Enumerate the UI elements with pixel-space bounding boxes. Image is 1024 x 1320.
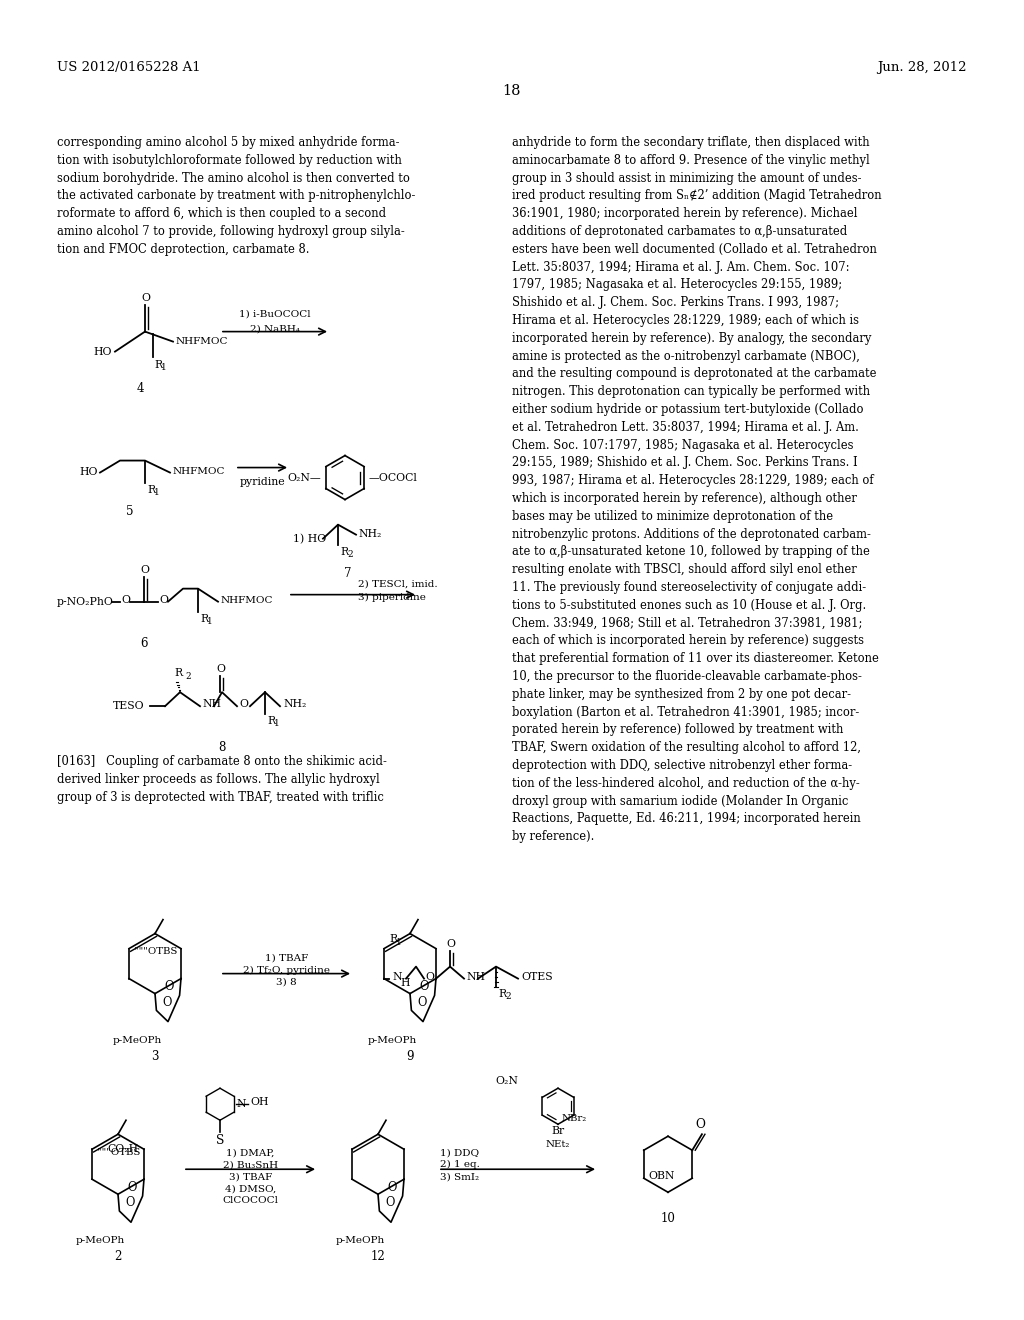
- Text: O: O: [446, 939, 456, 949]
- Text: N: N: [236, 1100, 246, 1109]
- Text: R: R: [200, 614, 208, 623]
- Text: O: O: [387, 1181, 396, 1195]
- Text: O: O: [127, 1181, 136, 1195]
- Text: corresponding amino alcohol 5 by mixed anhydride forma-
tion with isobutylchloro: corresponding amino alcohol 5 by mixed a…: [57, 136, 416, 256]
- Text: """OTBS: """OTBS: [97, 1147, 140, 1156]
- Text: OTES: OTES: [521, 972, 553, 982]
- Text: R: R: [389, 933, 397, 944]
- Text: —OCOCl: —OCOCl: [369, 473, 418, 483]
- Text: Jun. 28, 2012: Jun. 28, 2012: [878, 61, 967, 74]
- Text: 1) HO: 1) HO: [293, 533, 327, 544]
- Text: 2: 2: [115, 1250, 122, 1263]
- Text: O: O: [121, 594, 130, 605]
- Text: 1) i-BuOCOCl: 1) i-BuOCOCl: [240, 310, 311, 318]
- Text: 6: 6: [140, 636, 147, 649]
- Text: 3) piperidine: 3) piperidine: [358, 593, 426, 602]
- Text: 12: 12: [371, 1250, 385, 1263]
- Text: R: R: [147, 484, 155, 495]
- Text: 8: 8: [218, 742, 225, 754]
- Text: O: O: [418, 995, 427, 1008]
- Text: 4: 4: [136, 381, 143, 395]
- Text: O: O: [163, 995, 172, 1008]
- Text: 1) TBAF: 1) TBAF: [265, 953, 308, 962]
- Text: N: N: [392, 972, 401, 982]
- Text: O: O: [159, 594, 168, 605]
- Text: NH: NH: [466, 972, 485, 982]
- Text: HO: HO: [93, 347, 112, 356]
- Text: 7: 7: [344, 566, 352, 579]
- Text: p-MeOPh: p-MeOPh: [76, 1237, 125, 1245]
- Text: anhydride to form the secondary triflate, then displaced with
aminocarbamate 8 t: anhydride to form the secondary triflate…: [512, 136, 882, 843]
- Text: 3: 3: [152, 1049, 159, 1063]
- Text: H: H: [400, 978, 410, 987]
- Text: R: R: [340, 546, 348, 557]
- Text: CO₂H: CO₂H: [108, 1144, 139, 1154]
- Text: NHFMOC: NHFMOC: [176, 337, 228, 346]
- Text: R: R: [154, 359, 162, 370]
- Text: 18: 18: [503, 84, 521, 99]
- Text: 1: 1: [161, 363, 167, 372]
- Text: US 2012/0165228 A1: US 2012/0165228 A1: [57, 61, 201, 74]
- Text: NH₂: NH₂: [358, 528, 381, 539]
- Text: O₂N: O₂N: [496, 1076, 518, 1086]
- Text: 1: 1: [396, 937, 401, 946]
- Text: 1: 1: [154, 487, 160, 496]
- Text: NEt₂: NEt₂: [546, 1140, 570, 1150]
- Text: O: O: [385, 1196, 395, 1209]
- Text: p-MeOPh: p-MeOPh: [336, 1237, 385, 1245]
- Text: O: O: [239, 700, 248, 709]
- Text: NHFMOC: NHFMOC: [173, 467, 225, 477]
- Text: R: R: [267, 717, 275, 726]
- Text: TESO: TESO: [113, 701, 144, 711]
- Text: 2) 1 eq.: 2) 1 eq.: [440, 1160, 480, 1170]
- Text: """OTBS: """OTBS: [134, 948, 177, 956]
- Text: 2: 2: [347, 549, 352, 558]
- Text: O: O: [140, 565, 150, 574]
- Text: 3) SmI₂: 3) SmI₂: [440, 1172, 479, 1181]
- Text: 9: 9: [407, 1049, 414, 1063]
- Text: O: O: [164, 981, 174, 994]
- Text: O: O: [695, 1118, 705, 1131]
- Text: p-MeOPh: p-MeOPh: [113, 1036, 162, 1044]
- Text: NHFMOC: NHFMOC: [221, 597, 273, 605]
- Text: 2) Bu₃SnH: 2) Bu₃SnH: [223, 1160, 279, 1170]
- Text: [0163]   Coupling of carbamate 8 onto the shikimic acid-
derived linker proceeds: [0163] Coupling of carbamate 8 onto the …: [57, 755, 387, 804]
- Text: 3) TBAF: 3) TBAF: [229, 1172, 272, 1181]
- Text: NH₂: NH₂: [283, 700, 306, 709]
- Text: p-MeOPh: p-MeOPh: [368, 1036, 417, 1044]
- Text: 1) DMAP,: 1) DMAP,: [226, 1148, 274, 1158]
- Text: OH: OH: [250, 1097, 268, 1107]
- Text: 2) NaBH₄: 2) NaBH₄: [250, 325, 300, 334]
- Text: 1: 1: [207, 616, 213, 626]
- Text: ClCOCOCl: ClCOCOCl: [222, 1196, 279, 1205]
- Text: O: O: [216, 664, 225, 675]
- Text: OBN: OBN: [649, 1171, 675, 1181]
- Text: Br: Br: [552, 1126, 564, 1137]
- Text: NBr₂: NBr₂: [562, 1114, 587, 1123]
- Text: R: R: [498, 989, 506, 999]
- Text: 2) TESCl, imid.: 2) TESCl, imid.: [358, 579, 437, 589]
- Text: 2) Tf₂O, pyridine: 2) Tf₂O, pyridine: [243, 965, 330, 974]
- Text: O₂N—: O₂N—: [288, 473, 321, 483]
- Text: 10: 10: [660, 1212, 676, 1225]
- Text: 3) 8: 3) 8: [276, 978, 297, 986]
- Text: 4) DMSO,: 4) DMSO,: [225, 1184, 276, 1193]
- Text: 1: 1: [274, 719, 280, 729]
- Text: pyridine: pyridine: [240, 477, 286, 487]
- Text: NH: NH: [202, 700, 221, 709]
- Text: 1) DDQ: 1) DDQ: [440, 1148, 479, 1158]
- Text: 2: 2: [185, 672, 190, 681]
- Text: HO: HO: [80, 466, 98, 477]
- Text: R: R: [174, 668, 182, 678]
- Text: 2: 2: [505, 991, 511, 1001]
- Text: O: O: [425, 972, 434, 982]
- Text: S: S: [216, 1134, 224, 1147]
- Text: O: O: [419, 981, 429, 994]
- Text: p-NO₂PhO: p-NO₂PhO: [57, 597, 114, 607]
- Text: 5: 5: [126, 504, 134, 517]
- Text: O: O: [125, 1196, 135, 1209]
- Text: O: O: [141, 293, 151, 302]
